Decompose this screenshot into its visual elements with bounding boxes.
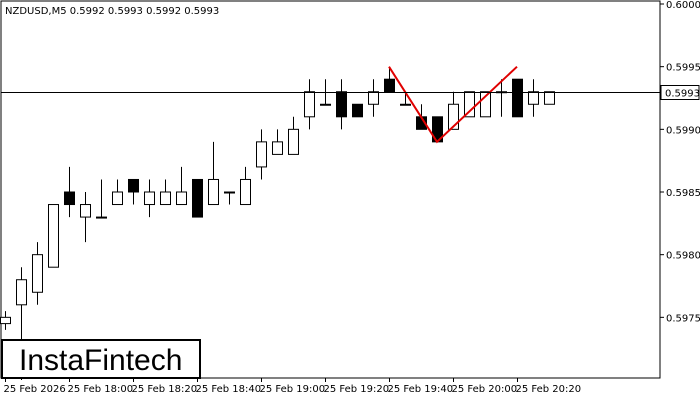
candle	[32, 242, 43, 305]
candle	[112, 179, 123, 206]
price-tick-label: 0.5980	[666, 251, 700, 262]
candle-body	[224, 191, 235, 194]
candle-body	[512, 78, 523, 118]
candle	[336, 79, 347, 130]
candle	[288, 116, 299, 155]
candle-body	[160, 191, 171, 206]
candle	[0, 311, 11, 330]
time-tick-label: 25 Feb 18:20	[132, 384, 198, 395]
candle	[304, 79, 315, 130]
candle	[384, 66, 395, 93]
time-tick-label: 25 Feb 18:40	[196, 384, 262, 395]
candle-body	[112, 191, 123, 206]
candle	[512, 78, 523, 118]
candles-layer	[0, 66, 555, 380]
candle-body	[352, 103, 363, 118]
candle-body	[144, 191, 155, 206]
candle	[48, 204, 59, 268]
candle	[192, 178, 203, 218]
candle	[240, 166, 251, 206]
time-tick-label: 25 Feb 19:40	[388, 384, 454, 395]
candle-body	[192, 178, 203, 218]
symbol-header: NZDUSD,M5 0.5992 0.5993 0.5992 0.5993	[5, 6, 219, 17]
candle-body	[400, 103, 411, 106]
candle	[96, 179, 107, 219]
candle	[256, 129, 267, 180]
time-tick-label: 25 Feb 20:20	[516, 384, 582, 395]
candle-body	[96, 216, 107, 219]
time-tick-label: 25 Feb 19:20	[324, 384, 390, 395]
candle-body	[288, 128, 299, 155]
price-tick-label: 0.5975	[666, 313, 700, 324]
candle-body	[464, 91, 475, 118]
candle-body	[304, 91, 315, 118]
candle	[464, 91, 475, 118]
candle	[144, 179, 155, 218]
pattern-layer	[388, 65, 518, 144]
candle	[352, 103, 363, 118]
candle	[320, 79, 331, 106]
candle	[208, 141, 219, 206]
current-price-label: 0.5993	[665, 89, 700, 100]
candle	[224, 191, 235, 205]
candle	[80, 192, 91, 243]
candle-body	[384, 78, 395, 93]
price-tick-label: 0.5990	[666, 125, 700, 136]
candle-body	[320, 103, 331, 106]
time-tick-label: 25 Feb 19:00	[260, 384, 326, 395]
candle	[368, 79, 379, 117]
candle-body	[528, 91, 539, 105]
candle-body	[272, 141, 283, 155]
candle	[160, 179, 171, 206]
watermark-logo: InstaFintech	[1, 339, 201, 379]
candle-body	[368, 91, 379, 105]
candle-body	[176, 191, 187, 206]
candle-body	[480, 91, 491, 118]
candle	[64, 166, 75, 218]
time-tick-label: 25 Feb 20:00	[452, 384, 518, 395]
candle-body	[80, 204, 91, 218]
candle	[128, 178, 139, 205]
price-tick-label: 0.5985	[666, 188, 700, 199]
candle-body	[48, 204, 59, 268]
candle-body	[240, 178, 251, 206]
candle-body	[0, 316, 11, 325]
watermark-box	[1, 339, 201, 379]
price-axis: 0.6000 0.5995 0.5990 0.5985 0.5980 0.5975 0.59…	[660, 0, 700, 324]
candle-body	[64, 191, 75, 206]
candle-body	[448, 103, 459, 130]
candle	[176, 166, 187, 206]
candle-body	[544, 91, 555, 105]
candle-body	[256, 141, 267, 168]
time-tick-label: 25 Feb 2026	[4, 384, 66, 395]
candle	[448, 91, 459, 130]
candle-body	[128, 178, 139, 193]
candle-body	[16, 279, 27, 306]
candle	[272, 129, 283, 155]
candle-body	[208, 178, 219, 206]
time-tick-label: 25 Feb 18:00	[68, 384, 134, 395]
price-tick-label: 0.6000	[666, 0, 700, 11]
candle	[544, 91, 555, 105]
candle-body	[336, 91, 347, 118]
current-price-tag	[660, 85, 700, 100]
double-top-pattern-line	[388, 65, 518, 144]
price-tick-label: 0.5995	[666, 63, 700, 74]
watermark-text: InstaFintech	[19, 344, 182, 377]
candle	[528, 79, 539, 117]
candle-body	[32, 254, 43, 293]
